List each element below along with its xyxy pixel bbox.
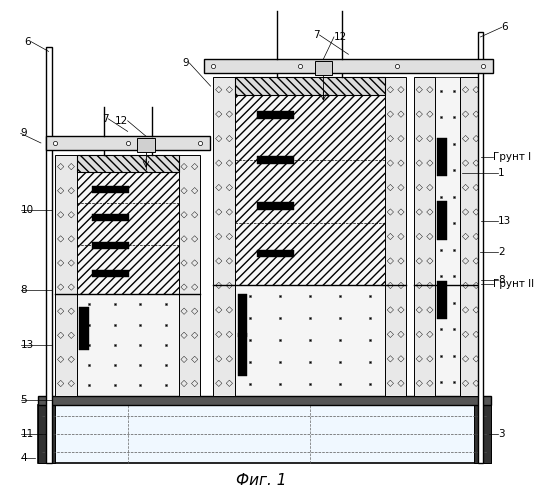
Bar	[38, 405, 56, 463]
Bar	[204, 59, 493, 73]
Bar	[235, 285, 385, 396]
Bar	[137, 138, 154, 152]
Bar	[257, 250, 294, 257]
Bar	[385, 77, 406, 396]
Text: 13: 13	[21, 340, 34, 350]
Text: 1: 1	[498, 168, 504, 178]
Text: 6: 6	[502, 22, 508, 32]
Bar	[315, 61, 332, 74]
Bar	[179, 155, 200, 396]
Text: 9: 9	[183, 58, 190, 68]
Text: 7: 7	[102, 114, 109, 124]
Text: 9: 9	[21, 128, 28, 138]
Text: 6: 6	[25, 37, 31, 47]
Bar	[437, 138, 447, 176]
Text: 13: 13	[498, 216, 511, 226]
Bar	[235, 77, 385, 285]
Text: 10: 10	[21, 206, 34, 216]
Bar	[435, 77, 460, 396]
Bar	[77, 155, 179, 294]
Bar	[474, 405, 491, 463]
Text: 2: 2	[498, 248, 504, 257]
Text: 5: 5	[21, 395, 28, 405]
Text: 4: 4	[21, 453, 28, 463]
Bar	[238, 294, 247, 337]
Bar	[92, 214, 129, 221]
Bar	[77, 294, 179, 396]
Text: 3: 3	[498, 429, 504, 439]
Bar	[38, 396, 491, 405]
Text: 8: 8	[21, 284, 28, 294]
Bar	[77, 155, 179, 172]
Text: Грунт I: Грунт I	[493, 152, 531, 162]
Text: Фиг. 1: Фиг. 1	[237, 473, 287, 488]
Text: 7: 7	[313, 30, 320, 40]
Bar	[92, 242, 129, 250]
Bar	[437, 281, 447, 319]
Bar	[414, 77, 435, 396]
Bar	[257, 202, 294, 210]
Bar	[235, 77, 385, 95]
Bar	[56, 155, 77, 396]
Bar	[46, 46, 51, 463]
Bar	[437, 201, 447, 240]
Text: Грунт II: Грунт II	[493, 279, 534, 289]
Bar	[460, 77, 482, 396]
Text: 12: 12	[334, 32, 347, 42]
Text: 12: 12	[114, 116, 127, 126]
Bar	[477, 32, 483, 463]
Bar	[92, 269, 129, 277]
Text: 8: 8	[498, 275, 504, 285]
Bar	[257, 157, 294, 164]
Bar	[213, 77, 235, 396]
Bar	[38, 405, 491, 463]
Bar	[257, 111, 294, 119]
Bar	[92, 186, 129, 193]
Bar	[79, 306, 89, 350]
Bar	[46, 136, 210, 150]
Text: 11: 11	[21, 429, 34, 439]
Bar	[238, 333, 247, 376]
